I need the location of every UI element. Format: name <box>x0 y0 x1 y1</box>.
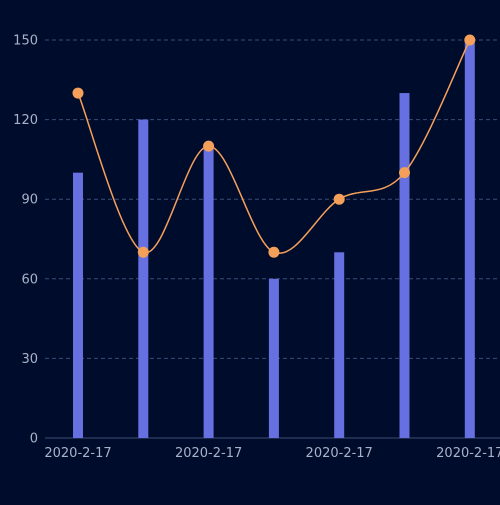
bar[interactable] <box>268 278 279 438</box>
x-tick-label: 2020-2-17 <box>175 446 242 461</box>
bar[interactable] <box>73 172 83 438</box>
bar[interactable] <box>203 146 214 438</box>
x-axis-labels: 2020-2-17 2020-2-17 2020-2-17 2020-2-17 <box>44 446 500 461</box>
line-point[interactable] <box>268 246 280 258</box>
line-point[interactable] <box>333 193 345 205</box>
y-tick-label: 30 <box>21 352 38 367</box>
line-path <box>77 39 471 255</box>
y-tick-label: 0 <box>30 432 38 447</box>
bar[interactable] <box>399 93 410 439</box>
line-point[interactable] <box>72 87 84 99</box>
y-tick-label: 60 <box>21 272 38 287</box>
y-tick-label: 150 <box>13 34 38 49</box>
line-series <box>77 39 471 255</box>
bar[interactable] <box>464 40 475 438</box>
y-tick-label: 120 <box>13 113 38 128</box>
bar-series <box>73 40 475 439</box>
line-point[interactable] <box>464 34 476 46</box>
y-axis-labels: 0 30 60 90 120 150 <box>13 34 38 447</box>
line-point[interactable] <box>203 140 215 152</box>
line-point[interactable] <box>399 167 410 179</box>
line-point[interactable] <box>137 246 149 258</box>
line-points <box>72 34 476 258</box>
bar[interactable] <box>138 119 149 438</box>
y-tick-label: 90 <box>21 193 38 208</box>
x-tick-label: 2020-2-17 <box>44 446 111 461</box>
x-tick-label: 2020-2-17 <box>436 446 500 461</box>
x-tick-label: 2020-2-17 <box>306 446 373 461</box>
bar[interactable] <box>334 252 345 438</box>
